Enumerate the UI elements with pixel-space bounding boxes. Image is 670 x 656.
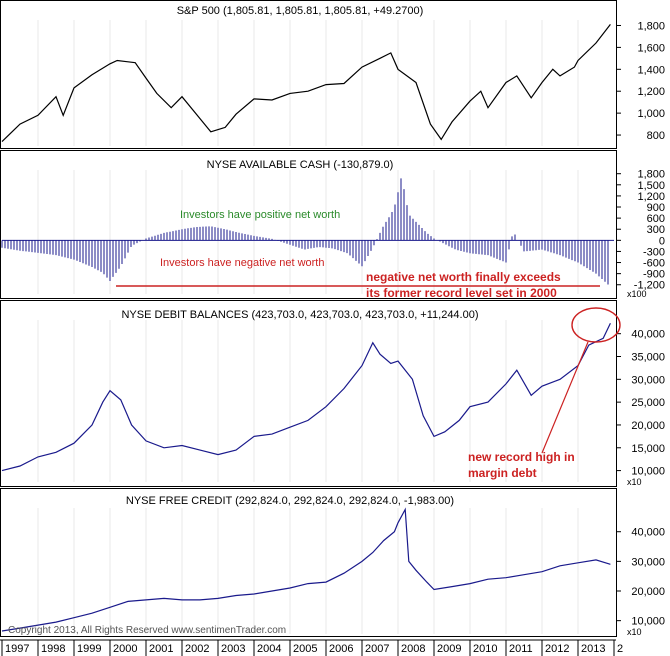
x-tick-label: 2002 (185, 643, 209, 655)
sp500-series-line (1, 24, 611, 143)
record-annotation-line2: its former record level set in 2000 (366, 286, 557, 300)
debit-ytick-label: 15,000 (631, 443, 665, 455)
debit-ytick-label: 35,000 (631, 352, 665, 364)
x-tick-label: 1998 (41, 643, 65, 655)
cash-ytick-label: 1,200 (637, 191, 665, 203)
cash-ytick-label: 1,500 (637, 180, 665, 192)
x-tick-label: 2007 (365, 643, 389, 655)
sp500-plot: 800 1,000 1,200 1,400 1,600 1,800 (1, 20, 665, 146)
sp500-ytick-label: 1,600 (637, 42, 665, 54)
panel-cash-frame (0, 150, 617, 299)
cash-ytick-label: 0 (659, 235, 665, 247)
record-annotation-line1: negative net worth finally exceeds (366, 270, 561, 284)
freecredit-ytick-label: 20,000 (631, 586, 665, 598)
freecredit-ytick-label: 30,000 (631, 556, 665, 568)
sp500-ytick-label: 1,400 (637, 64, 665, 76)
sp500-ytick-label: 1,800 (637, 20, 665, 32)
x-tick-label: 2001 (149, 643, 173, 655)
panel-sp500-frame (0, 0, 617, 149)
debit-multiplier-label: x10 (627, 477, 642, 487)
positive-net-worth-annotation: Investors have positive net worth (180, 209, 340, 221)
cash-ytick-label: -600 (643, 258, 665, 270)
cash-ytick-label: 300 (647, 224, 665, 236)
margin-annotation-line2: margin debt (468, 466, 537, 480)
cash-title: NYSE AVAILABLE CASH (-130,879.0) (207, 159, 394, 171)
record-high-pointer (541, 341, 589, 454)
x-tick-label: 2011 (509, 643, 533, 655)
x-tick-label: 1999 (77, 643, 101, 655)
debit-ytick-label: 25,000 (631, 397, 665, 409)
sp500-ytick-label: 1,000 (637, 108, 665, 120)
x-tick-label: 1997 (5, 643, 29, 655)
cash-multiplier-label: x100 (627, 289, 647, 299)
debit-ytick-label: 40,000 (631, 329, 665, 341)
negative-net-worth-annotation: Investors have negative net worth (160, 257, 324, 269)
x-tick-label: 2003 (221, 643, 245, 655)
cash-ytick-label: 900 (647, 202, 665, 214)
sp500-title: S&P 500 (1,805.81, 1,805.81, 1,805.81, +… (177, 5, 424, 17)
panel-freecredit-frame (0, 488, 617, 637)
cash-ytick-label: -300 (643, 246, 665, 258)
cash-ytick-label: 600 (647, 213, 665, 225)
copyright-text: Copyright 2013, All Rights Reserved www.… (8, 625, 286, 636)
x-tick-label: 2005 (293, 643, 317, 655)
debit-ytick-label: 20,000 (631, 420, 665, 432)
freecredit-ytick-label: 40,000 (631, 527, 665, 539)
x-tick-label: 2008 (401, 643, 425, 655)
debit-ytick-label: 10,000 (631, 466, 665, 478)
x-axis: 1997 1998 1999 2000 2001 2002 2003 2004 2005 2006… (0, 639, 623, 656)
x-tick-label: 2 (617, 643, 623, 655)
x-tick-label: 2004 (257, 643, 281, 655)
freecredit-title: NYSE FREE CREDIT (292,824.0, 292,824.0, … (126, 495, 454, 507)
debit-plot: 10,000 15,000 20,000 25,000 30,000 35,000 40,0… (1, 320, 665, 482)
debit-series-line (1, 322, 611, 472)
debit-ytick-label: 30,000 (631, 374, 665, 386)
cash-ytick-label: -900 (643, 269, 665, 281)
x-tick-label: 2010 (473, 643, 497, 655)
margin-annotation-line1: new record high in (468, 450, 575, 464)
x-tick-label: 2009 (437, 643, 461, 655)
sp500-ytick-label: 800 (647, 130, 665, 142)
x-tick-label: 2006 (329, 643, 353, 655)
record-high-circle (571, 307, 621, 343)
x-tick-label: 2013 (581, 643, 605, 655)
panel-debit-frame (0, 300, 617, 487)
cash-ytick-label: 1,800 (637, 169, 665, 181)
cash-plot: -1,200-900-600-30003006009001,2001,5001,… (1, 169, 665, 294)
x-tick-label: 2000 (113, 643, 137, 655)
x-tick-label: 2012 (545, 643, 569, 655)
freecredit-plot: 10,000 20,000 30,000 40,000 (1, 507, 665, 634)
sp500-ytick-label: 1,200 (637, 86, 665, 98)
debit-title: NYSE DEBIT BALANCES (423,703.0, 423,703.… (121, 309, 478, 321)
cash-ytick-label: -1,200 (634, 280, 665, 292)
freecredit-multiplier-label: x10 (627, 627, 642, 637)
freecredit-ytick-label: 10,000 (631, 616, 665, 628)
freecredit-series-line (1, 507, 611, 632)
